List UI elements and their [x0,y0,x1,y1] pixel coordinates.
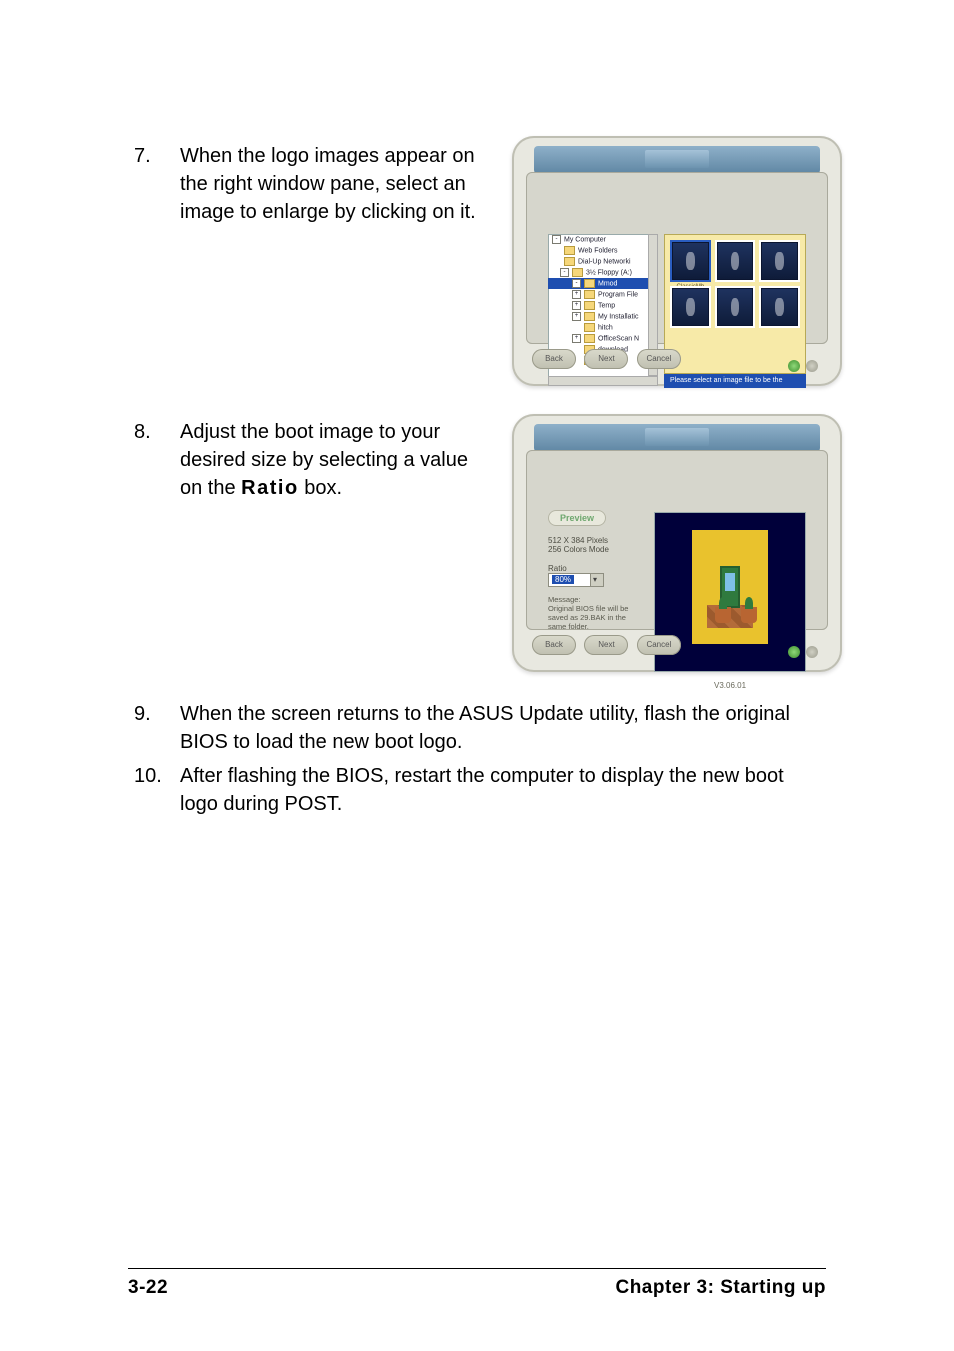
ratio-select[interactable]: 80% [548,573,604,587]
screenshot-preview: MyLogo Customize BIOS logo Preview 512 X… [512,414,842,672]
step-7: 7. When the logo images appear on the ri… [134,142,494,226]
led-green-icon [788,646,800,658]
ratio-value: 80% [552,575,574,584]
tree-item[interactable]: hitch [548,322,658,333]
title-banner [534,424,820,452]
step-number: 10. [134,762,180,790]
boot-image [692,530,768,644]
dropdown-arrow-icon[interactable] [590,573,604,587]
step-8: 8. Adjust the boot image to your desired… [134,418,494,502]
step-bold: Ratio [241,477,299,499]
art-pots [715,607,757,623]
version-label: V3.06.01 [654,681,806,690]
thumbnail[interactable] [717,242,754,280]
tree-item-selected[interactable]: -Mmod [548,278,658,289]
step-10: 10. After flashing the BIOS, restart the… [134,762,824,818]
screenshot-select-image: MyLogo Customize BIOS logo -My Computer … [512,136,842,386]
tree-scrollbar-x[interactable] [548,376,658,386]
page: 7. When the logo images appear on the ri… [0,0,954,1351]
step-number: 8. [134,418,180,446]
tree-item[interactable]: -3½ Floppy (A:) [548,267,658,278]
thumbnail[interactable] [717,288,754,326]
tree-item[interactable]: +Temp [548,300,658,311]
tree-item[interactable]: -My Computer [548,234,658,245]
tree-item[interactable]: Dial-Up Networki [548,256,658,267]
color-mode-label: 256 Colors Mode [548,545,644,554]
title-banner [534,146,820,174]
asus-logo-placeholder [645,428,709,446]
step-number: 9. [134,700,180,728]
thumbnail-selected[interactable]: ClassicMb [672,242,709,280]
status-strip: Please select an image file to be the BI… [664,374,806,388]
tree-item[interactable]: +My Installatic [548,311,658,322]
back-button[interactable]: Back [532,349,576,369]
back-button[interactable]: Back [532,635,576,655]
nav-bar: Back Next Cancel [532,348,822,376]
cancel-button[interactable]: Cancel [637,349,681,369]
tree-item[interactable]: +OfficeScan N [548,333,658,344]
step-number: 7. [134,142,180,170]
boot-art [707,551,753,629]
ratio-label: Ratio [548,564,644,573]
message-block: Message: Original BIOS file will be save… [548,595,644,631]
cancel-button[interactable]: Cancel [637,635,681,655]
led-gray-icon [806,360,818,372]
step-9: 9. When the screen returns to the ASUS U… [134,700,814,756]
footer-rule [128,1268,826,1269]
page-number: 3-22 [128,1277,168,1299]
thumbnail[interactable] [761,242,798,280]
window-body: -My Computer Web Folders Dial-Up Network… [526,172,828,344]
chapter-title: Chapter 3: Starting up [615,1277,826,1299]
thumbnail[interactable] [672,288,709,326]
tree-item[interactable]: +Program File [548,289,658,300]
thumbnail[interactable] [761,288,798,326]
led-gray-icon [806,646,818,658]
nav-bar: Back Next Cancel [532,634,822,662]
step-text-b: box. [299,477,342,499]
next-button[interactable]: Next [584,349,628,369]
window-body: Preview 512 X 384 Pixels 256 Colors Mode… [526,450,828,630]
asus-logo-placeholder [645,150,709,168]
step-text: Adjust the boot image to your desired si… [180,418,494,502]
step-text: After flashing the BIOS, restart the com… [180,762,824,818]
tree-item[interactable]: Web Folders [548,245,658,256]
resolution-label: 512 X 384 Pixels [548,536,644,545]
led-green-icon [788,360,800,372]
preview-tab[interactable]: Preview [548,510,606,526]
step-text: When the logo images appear on the right… [180,142,494,226]
next-button[interactable]: Next [584,635,628,655]
step-text: When the screen returns to the ASUS Upda… [180,700,814,756]
